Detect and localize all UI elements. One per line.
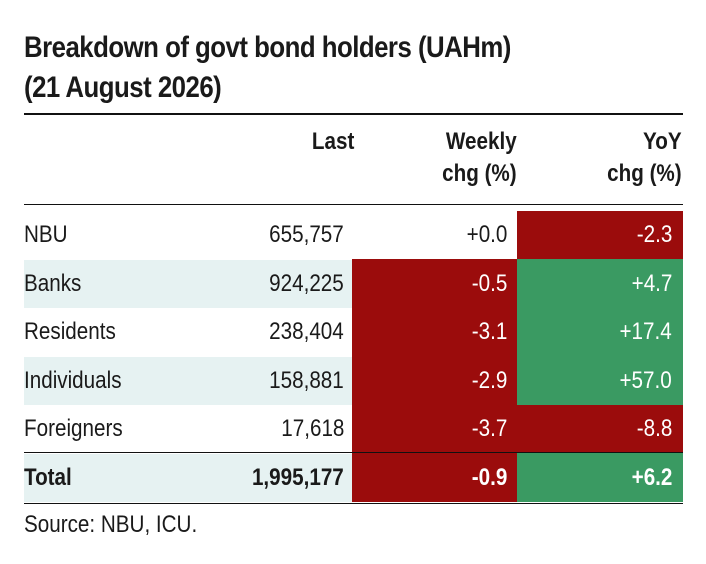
header-last-line-1: Last [311,128,354,155]
yoy-cell-positive [517,259,683,308]
yoy-cell-positive [517,307,683,357]
header-rule [24,204,683,205]
yoy-cell-positive [517,453,683,502]
cell-weekly: -0.5 [471,269,507,297]
weekly-cell-negative [352,259,517,308]
header-weekly-line-1: Weekly [446,128,517,155]
cell-weekly: -2.9 [471,366,507,394]
cell-last: 238,404 [269,318,344,345]
header-last: Last [312,126,354,158]
source-note: Source: NBU, ICU. [24,511,198,538]
cell-last: 655,757 [269,221,344,248]
cell-yoy: +4.7 [631,269,672,297]
header-yoy-line-2: chg (%) [607,160,682,187]
row-label: Banks [24,269,82,297]
header-weekly-chg: Weekly chg (%) [442,126,517,190]
row-label: Foreigners [24,415,123,442]
cell-last: 924,225 [269,269,344,297]
row-label: Residents [24,318,116,345]
bottom-rule [24,503,683,504]
cell-weekly: -3.1 [471,318,507,345]
cell-yoy: -2.3 [636,221,672,248]
cell-yoy: -8.8 [636,415,672,442]
yoy-cell-negative [517,404,683,454]
cell-yoy: +57.0 [619,366,672,394]
chart-title: Breakdown of govt bond holders (UAHm) (2… [24,28,600,108]
total-rule [24,452,683,453]
header-weekly-line-2: chg (%) [442,160,517,187]
yoy-cell-negative [517,210,683,260]
cell-last: 17,618 [280,415,344,442]
cell-last: 1,995,177 [252,463,344,491]
title-line-1: Breakdown of govt bond holders (UAHm) [24,31,511,64]
row-label: Individuals [24,366,122,394]
cell-weekly: -3.7 [471,415,507,442]
cell-weekly: -0.9 [471,463,507,491]
cell-yoy: +6.2 [631,463,672,491]
cell-last: 158,881 [269,366,344,394]
weekly-cell-negative [352,453,517,502]
cell-weekly: +0.0 [466,221,507,248]
weekly-cell-negative [352,404,517,454]
row-label: Total [24,463,72,491]
yoy-cell-positive [517,356,683,405]
cell-yoy: +17.4 [619,318,672,345]
title-line-2: (21 August 2026) [24,71,222,104]
weekly-cell-negative [352,307,517,357]
header-yoy-line-1: YoY [643,128,682,155]
header-yoy-chg: YoY chg (%) [607,126,682,190]
top-rule [24,113,683,115]
weekly-cell-negative [352,356,517,405]
row-label: NBU [24,221,68,248]
